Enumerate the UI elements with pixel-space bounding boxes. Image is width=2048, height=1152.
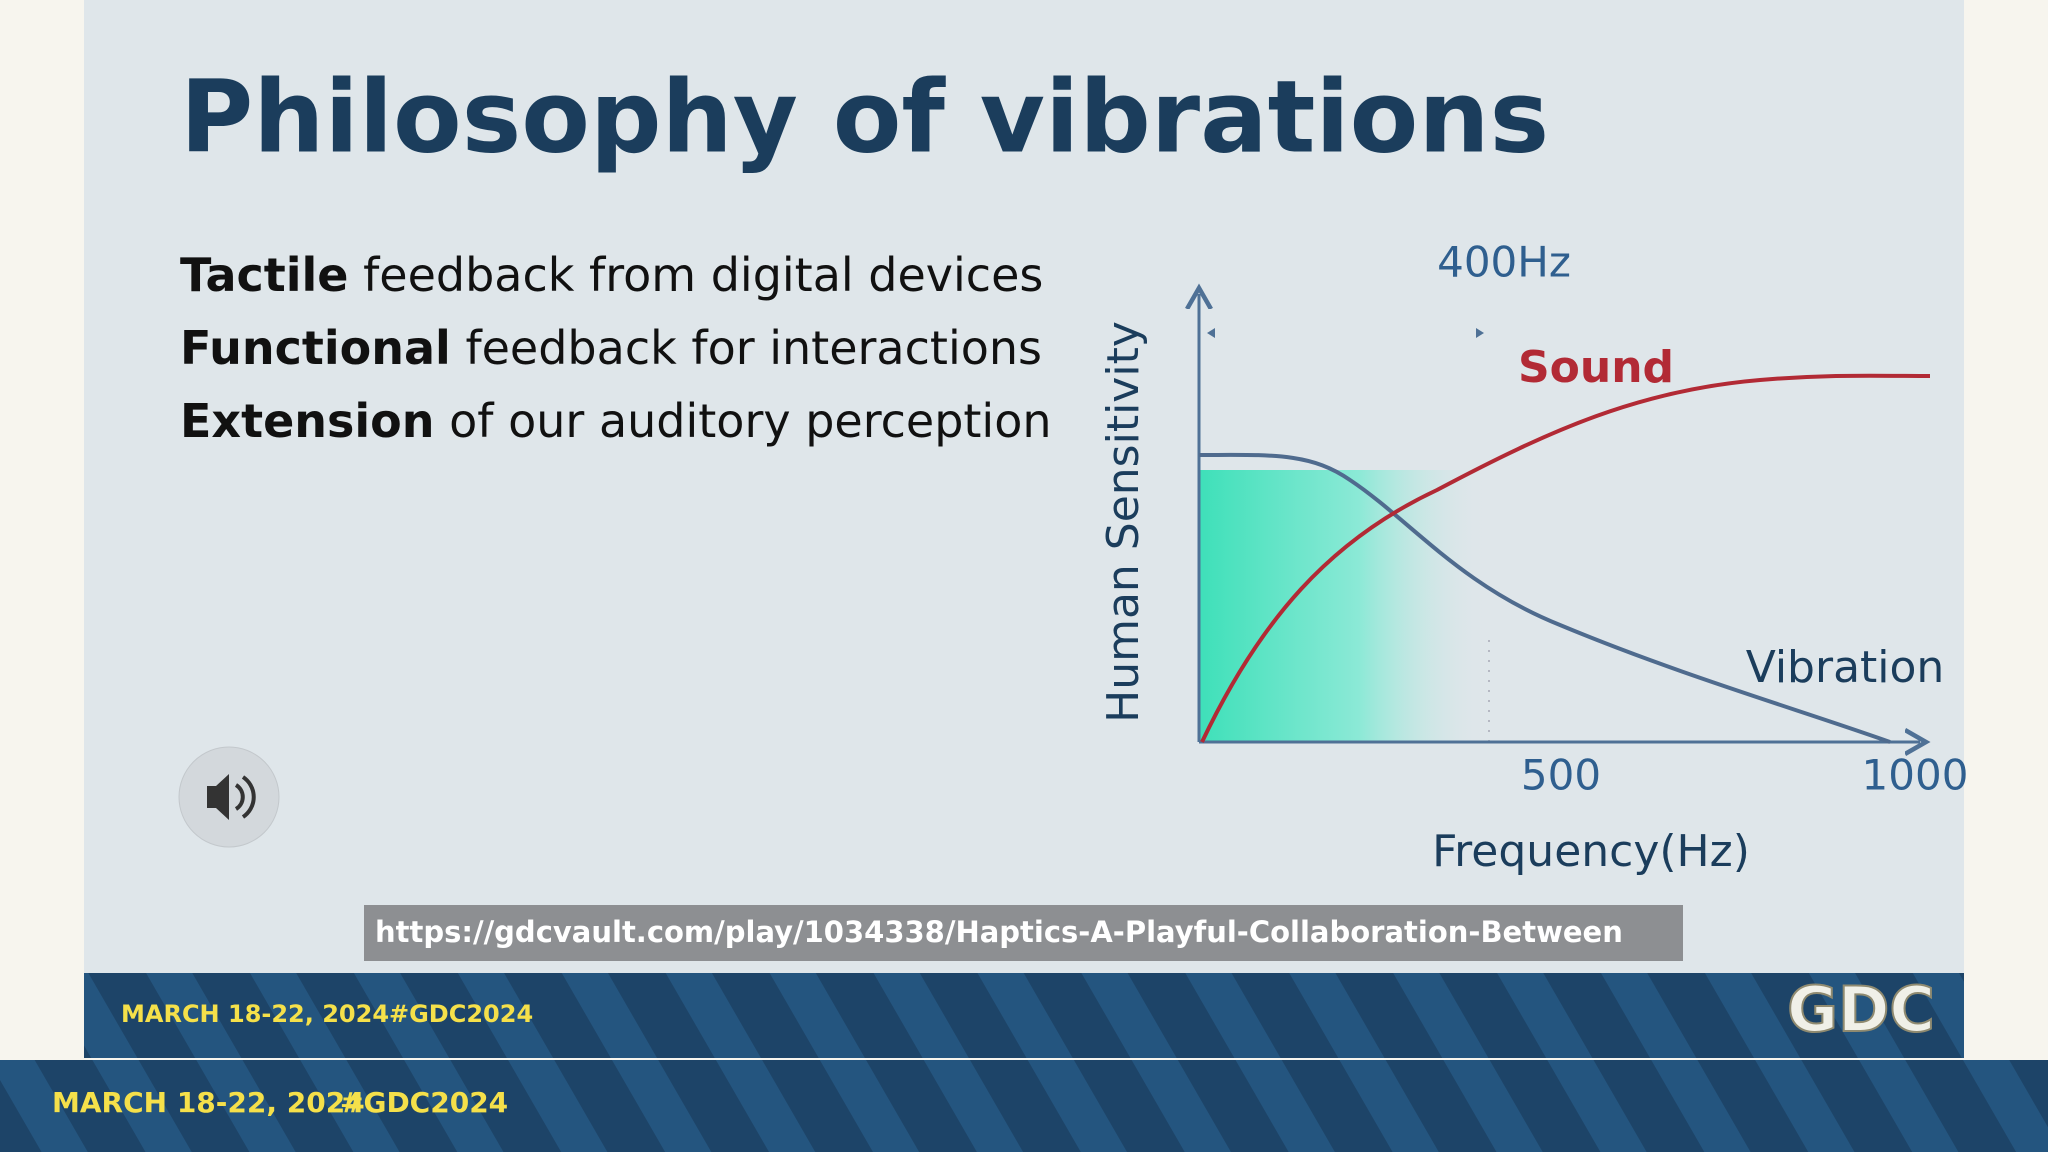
bullet-bold: Functional [180,321,451,375]
y-axis-label: Human Sensitivity [1098,321,1149,723]
slide-banner [84,973,1964,1058]
vibration-area [1199,470,1489,742]
footer [0,1060,2048,1152]
x-tick-label: 1000 [1862,751,1969,800]
vibration-label: Vibration [1746,642,1945,693]
diagram: Human Sensitivity 400Hz Sound Vibration … [1098,238,1968,878]
footer-hashtag: #GDC2024 [340,1086,508,1119]
bullet: Extension of our auditory perception [180,394,1052,448]
banner-hashtag: #GDC2024 [389,1000,533,1028]
x-tick-label: 500 [1521,751,1601,800]
bullet-text: feedback for interactions [465,321,1042,375]
bullet-bold: Tactile [180,248,348,302]
bullet: Functional feedback for interactions [180,321,1042,375]
banner-dates: MARCH 18-22, 2024 [121,1000,389,1028]
url-box [364,905,1683,961]
bullet-bold: Extension [180,394,435,448]
url: https://gdcvault.com/play/1034338/Haptic… [375,915,1623,949]
sound-label: Sound [1518,342,1674,393]
speaker-waves [234,775,256,819]
bullet: Tactile feedback from digital devices [180,248,1043,302]
sound-curve [1200,373,1931,743]
slide-title: Philosophy of vibrations [180,58,1549,175]
speaker-icon [207,774,229,820]
vibration-curve [1198,452,1891,744]
marker-label: 400Hz [1437,238,1571,287]
slide [84,0,1964,973]
x-axis-label: Frequency(Hz) [1432,826,1750,877]
bullet-text: feedback from digital devices [363,248,1043,302]
bullet-text: of our auditory perception [449,394,1051,448]
sound-button[interactable] [178,746,280,848]
footer-dates: MARCH 18-22, 2024 [52,1086,365,1119]
gdc-logo: GDC [1787,973,1935,1046]
bullets: Tactile feedback from digital devices Fu… [180,248,1052,448]
